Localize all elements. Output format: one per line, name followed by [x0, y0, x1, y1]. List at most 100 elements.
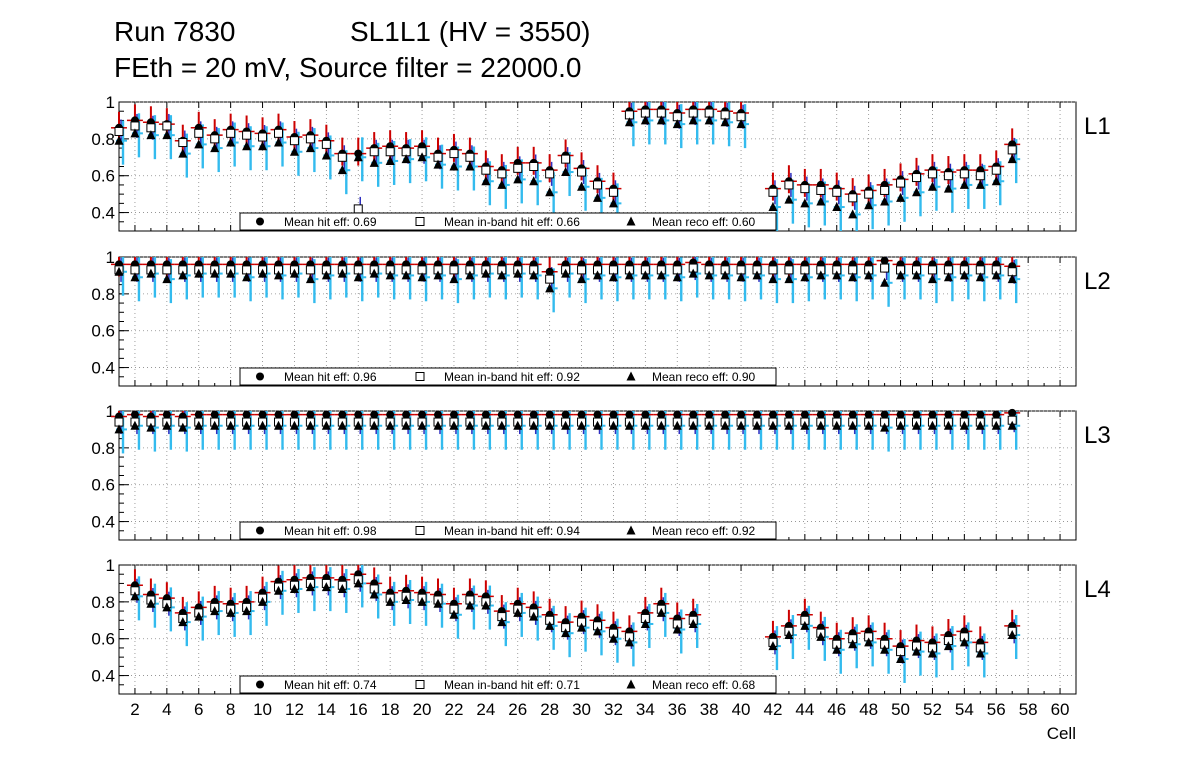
- reco-marker: [178, 148, 188, 158]
- reco-marker: [577, 622, 587, 632]
- reco-marker: [959, 420, 969, 430]
- legend-reco-text: Mean reco eff: 0.60: [652, 215, 756, 229]
- reco-marker: [545, 420, 555, 430]
- hit-marker: [721, 410, 730, 419]
- y-tick-label: 0.4: [91, 667, 115, 686]
- reco-marker: [640, 270, 650, 280]
- inband-marker: [242, 130, 252, 140]
- inband-marker: [832, 187, 842, 197]
- reco-marker: [194, 420, 204, 430]
- hit-marker: [162, 410, 171, 419]
- panel-label: L4: [1084, 576, 1111, 603]
- y-tick-label: 0.6: [91, 630, 115, 649]
- reco-marker: [337, 268, 347, 278]
- y-tick-label: 0.8: [91, 593, 115, 612]
- hit-marker: [816, 410, 825, 419]
- reco-marker: [401, 420, 411, 430]
- hit-marker: [800, 410, 809, 419]
- reco-marker: [768, 641, 778, 651]
- reco-marker: [1007, 154, 1017, 164]
- chamber-title: SL1L1 (HV = 3550): [350, 16, 591, 47]
- settings-title: FEth = 20 mV, Source filter = 22000.0: [114, 52, 582, 83]
- reco-marker: [672, 119, 682, 129]
- hit-marker: [753, 410, 761, 419]
- hit-marker: [242, 410, 251, 419]
- hit-marker: [880, 256, 889, 265]
- reco-marker: [289, 420, 299, 430]
- reco-marker: [465, 420, 475, 430]
- reco-marker: [640, 115, 650, 125]
- y-tick-label: 1: [106, 402, 115, 421]
- reco-marker: [465, 161, 475, 171]
- x-tick-label: 60: [1051, 700, 1070, 719]
- reco-marker: [258, 141, 268, 151]
- x-tick-label: 40: [732, 700, 751, 719]
- hit-marker: [593, 410, 602, 419]
- reco-marker: [752, 270, 762, 280]
- inband-marker: [497, 169, 507, 179]
- legend-reco-marker: [626, 216, 636, 226]
- hit-marker: [274, 410, 283, 419]
- x-tick-label: 8: [226, 700, 235, 719]
- reco-marker: [1007, 420, 1017, 430]
- reco-marker: [800, 620, 810, 630]
- legend-hit-text: Mean hit eff: 0.98: [284, 524, 377, 538]
- legend-inband-text: Mean in-band hit eff: 0.94: [444, 524, 580, 538]
- reco-marker: [880, 422, 890, 432]
- reco-marker: [927, 181, 937, 191]
- reco-marker: [274, 585, 283, 595]
- reco-marker: [226, 268, 236, 278]
- reco-marker: [784, 630, 794, 640]
- legend-inband-marker: [415, 526, 425, 535]
- inband-marker: [608, 187, 618, 197]
- hit-marker: [609, 410, 618, 419]
- reco-marker: [912, 270, 921, 280]
- y-tick-label: 0.8: [91, 285, 115, 304]
- hit-marker: [529, 410, 538, 419]
- inband-marker: [274, 128, 283, 138]
- run-title: Run 7830: [114, 16, 236, 47]
- reco-marker: [991, 270, 1001, 280]
- reco-marker: [385, 420, 395, 430]
- reco-marker: [848, 272, 858, 282]
- hit-marker: [976, 410, 985, 419]
- reco-marker: [927, 648, 937, 658]
- x-tick-label: 10: [253, 700, 272, 719]
- reco-marker: [417, 272, 427, 282]
- inband-marker: [561, 154, 571, 164]
- legend-hit-marker: [256, 217, 264, 226]
- reco-marker: [162, 420, 172, 430]
- x-tick-label: 42: [763, 700, 782, 719]
- reco-marker: [353, 272, 363, 282]
- reco-marker: [417, 420, 427, 430]
- reco-marker: [784, 194, 794, 204]
- reco-marker: [864, 200, 874, 210]
- hit-marker: [370, 410, 379, 419]
- x-tick-label: 56: [987, 700, 1006, 719]
- reco-marker: [130, 420, 140, 430]
- reco-marker: [975, 648, 985, 658]
- hit-marker: [322, 410, 331, 419]
- hit-marker: [673, 410, 682, 419]
- reco-marker: [210, 268, 220, 278]
- hit-marker: [561, 410, 570, 419]
- reco-marker: [832, 270, 842, 280]
- legend-reco-marker: [626, 525, 636, 535]
- reco-marker: [816, 420, 826, 430]
- y-tick-label: 1: [106, 556, 115, 575]
- reco-marker: [1007, 274, 1017, 284]
- reco-marker: [433, 159, 443, 169]
- reco-marker: [210, 420, 220, 430]
- reco-marker: [481, 176, 491, 186]
- hit-marker: [354, 410, 363, 419]
- hit-marker: [434, 410, 442, 419]
- reco-marker: [274, 270, 283, 280]
- inband-marker: [513, 163, 523, 173]
- panel-l4: 1 0.8 0.6 0.4 L4 Mean hit eff: 0.74 Mean in-ba…: [91, 556, 1111, 695]
- hit-marker: [338, 410, 347, 419]
- reco-marker: [800, 198, 810, 208]
- reco-marker: [385, 270, 395, 280]
- reco-marker: [146, 422, 156, 432]
- hit-marker: [386, 410, 395, 419]
- reco-marker: [561, 628, 571, 638]
